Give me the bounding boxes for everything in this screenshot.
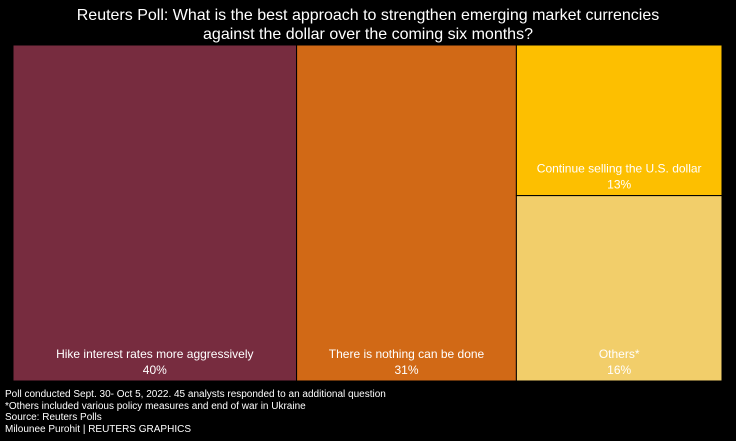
treemap-cell-there-is-nothing-can-be-done: There is nothing can be done 31% — [296, 44, 517, 382]
others-footnote: *Others included various policy measures… — [5, 400, 306, 412]
treemap-rect-others — [515, 195, 723, 382]
chart-title-line-2: against the dollar over the coming six m… — [203, 26, 533, 43]
treemap-label-others: Others* — [599, 347, 640, 361]
treemap-value-hike-interest-rates-more-aggressively: 40% — [143, 363, 167, 377]
treemap-cell-hike-interest-rates-more-aggressively: Hike interest rates more aggressively 40% — [12, 44, 298, 382]
chart-title: Reuters Poll: What is the best approach … — [0, 6, 736, 44]
treemap-value-there-is-nothing-can-be-done: 31% — [394, 363, 418, 377]
treemap-cell-others: Others* 16% — [515, 195, 723, 382]
poll-note: Poll conducted Sept. 30- Oct 5, 2022. 45… — [5, 389, 386, 400]
chart-footer: Poll conducted Sept. 30- Oct 5, 2022. 45… — [5, 389, 386, 435]
treemap-value-continue-selling-the-u-s-dollar: 13% — [607, 178, 631, 192]
credit-line: Milounee Purohit | REUTERS GRAPHICS — [5, 423, 191, 435]
treemap-label-there-is-nothing-can-be-done: There is nothing can be done — [329, 347, 485, 361]
treemap-cell-continue-selling-the-u-s-dollar: Continue selling the U.S. dollar 13% — [515, 44, 723, 197]
treemap-label-continue-selling-the-u-s-dollar: Continue selling the U.S. dollar — [537, 162, 702, 176]
treemap-rect-there-is-nothing-can-be-done — [296, 44, 517, 382]
treemap-rect-hike-interest-rates-more-aggressively — [12, 44, 298, 382]
treemap-rect-continue-selling-the-u-s-dollar — [515, 44, 723, 197]
treemap-value-others: 16% — [607, 363, 631, 377]
chart-title-line-1: Reuters Poll: What is the best approach … — [76, 7, 660, 24]
source-line: Source: Reuters Polls — [5, 412, 102, 423]
treemap-label-hike-interest-rates-more-aggressively: Hike interest rates more aggressively — [56, 347, 253, 361]
